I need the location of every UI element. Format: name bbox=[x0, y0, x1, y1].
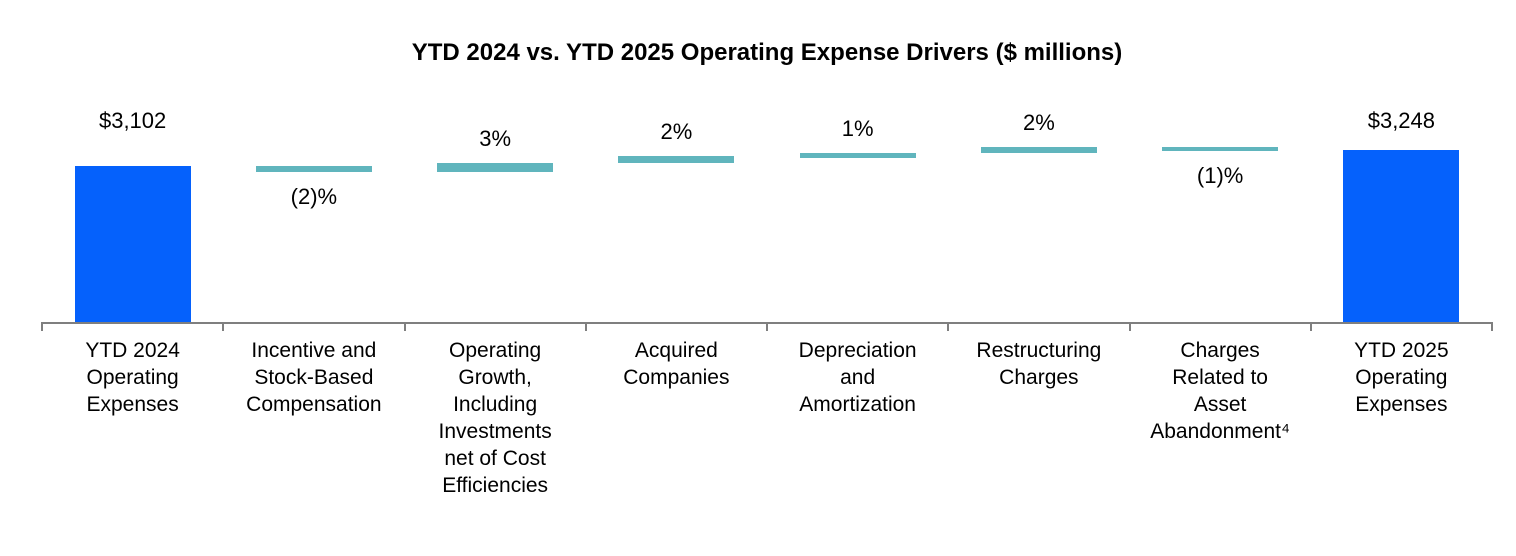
category-label: Depreciation and Amortization bbox=[798, 339, 917, 416]
axis-tick bbox=[766, 322, 768, 331]
axis-tick bbox=[1128, 322, 1131, 331]
axis-tick bbox=[1491, 322, 1493, 331]
value-label: 2% bbox=[660, 119, 693, 145]
category-label: Incentive and Stock-Based Compensation bbox=[246, 339, 382, 416]
axis-tick bbox=[584, 322, 587, 331]
category-label: Restructuring Charges bbox=[976, 339, 1102, 389]
category-label: Operating Growth, Including Investments … bbox=[438, 339, 552, 497]
delta-bar bbox=[255, 166, 372, 173]
value-label: 1% bbox=[841, 116, 874, 142]
total-bar bbox=[1343, 150, 1460, 322]
chart-title: YTD 2024 vs. YTD 2025 Operating Expense … bbox=[411, 39, 1123, 66]
category-label: Charges Related to Asset Abandonment⁴ bbox=[1150, 339, 1291, 443]
delta-bar bbox=[980, 146, 1097, 154]
axis-tick bbox=[1309, 322, 1312, 331]
axis-tick bbox=[947, 322, 950, 331]
delta-bar bbox=[799, 153, 916, 158]
value-label: 2% bbox=[1022, 109, 1055, 135]
category-label: YTD 2024 Operating Expenses bbox=[85, 339, 180, 416]
delta-bar bbox=[618, 156, 735, 163]
value-label: (1)% bbox=[1196, 163, 1244, 189]
delta-bar bbox=[437, 162, 554, 173]
total-bar bbox=[74, 166, 191, 322]
axis-tick bbox=[41, 322, 43, 331]
value-label: 3% bbox=[479, 125, 512, 151]
value-label: (2)% bbox=[290, 184, 338, 210]
axis-tick bbox=[403, 322, 406, 331]
value-label: $3,102 bbox=[98, 108, 167, 133]
category-label: YTD 2025 Operating Expenses bbox=[1354, 339, 1449, 416]
delta-bar bbox=[1162, 146, 1279, 152]
axis-tick bbox=[222, 322, 225, 331]
category-label: Acquired Companies bbox=[623, 339, 730, 389]
value-label: $3,248 bbox=[1367, 108, 1436, 133]
